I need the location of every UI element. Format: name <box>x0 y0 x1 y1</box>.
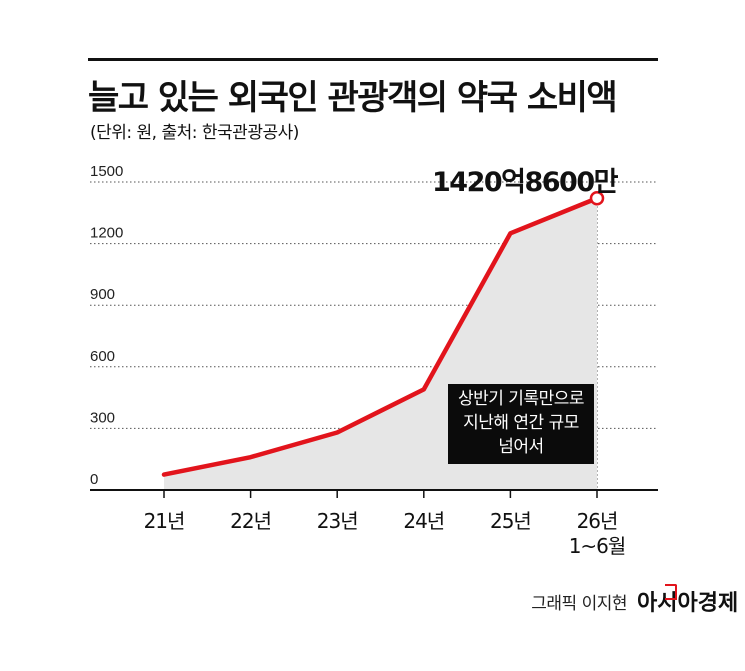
y-tick-label: 300 <box>90 409 115 426</box>
callout-box: 상반기 기록만으로 지난해 연간 규모 넘어서 <box>448 384 594 464</box>
y-tick-label: 1200 <box>90 225 123 242</box>
callout-line-2: 지난해 연간 규모 <box>463 413 579 433</box>
x-tick-label: 25년 <box>490 509 531 533</box>
y-tick-label: 900 <box>90 286 115 303</box>
y-tick-label: 0 <box>90 471 98 488</box>
callout-line-3: 넘어서 <box>498 437 544 457</box>
callout-line-1: 상반기 기록만으로 <box>457 389 585 409</box>
y-tick-label: 600 <box>90 348 115 365</box>
x-tick-label: 24년 <box>403 509 444 533</box>
y-tick-label: 1500 <box>90 163 123 180</box>
x-tick-label: 22년 <box>230 509 271 533</box>
x-tick-label: 26년 1~6월 <box>569 509 626 558</box>
x-tick-label: 23년 <box>317 509 358 533</box>
chart-subtitle: (단위: 원, 출처: 한국관광공사) <box>90 123 299 143</box>
title-rule <box>88 58 658 61</box>
graphic-credit: 그래픽 이지현 <box>531 594 627 614</box>
peak-value-label: 1420억8600만 <box>432 167 618 198</box>
x-tick-label: 21년 <box>144 509 185 533</box>
publisher-logo: 아시아경제 <box>637 591 739 616</box>
peak-marker <box>589 191 605 206</box>
series-line <box>161 196 600 477</box>
chart-title: 늘고 있는 외국인 관광객의 약국 소비액 <box>88 78 618 118</box>
publisher-mark-icon <box>665 584 677 600</box>
